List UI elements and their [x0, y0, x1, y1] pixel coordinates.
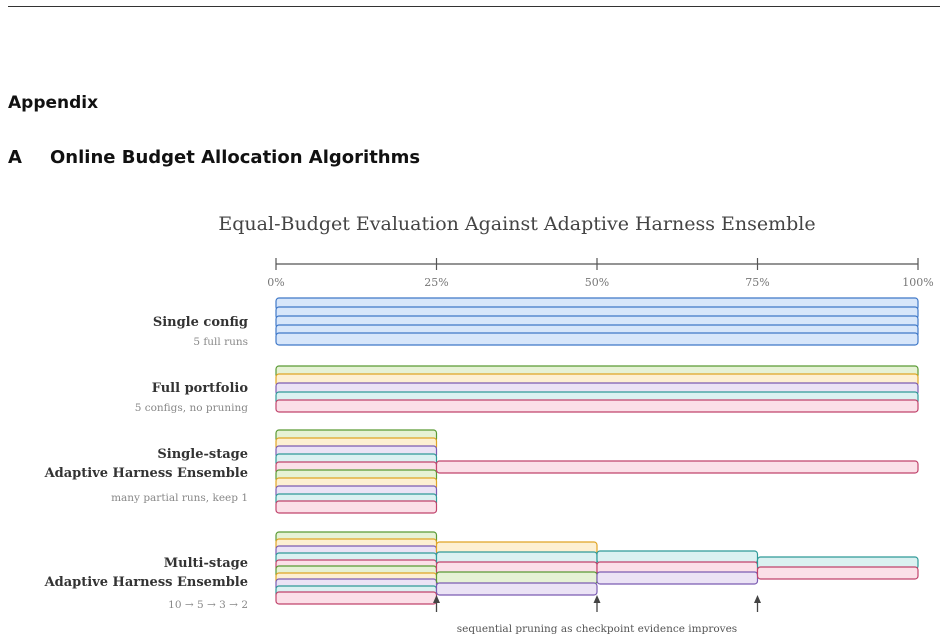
row-label: Adaptive Harness Ensemble	[44, 575, 248, 590]
stage3-bar	[596, 571, 759, 585]
row-label: Multi-stage	[164, 556, 248, 571]
appendix-heading: Appendix	[8, 93, 99, 113]
stage3-bar	[596, 550, 759, 564]
bars	[275, 297, 919, 605]
row-label: Full portfolio	[152, 381, 249, 396]
row-label: Single config	[153, 315, 248, 330]
arrow-head	[754, 595, 761, 603]
axis-tick-label: 100%	[902, 276, 933, 289]
row-label: Adaptive Harness Ensemble	[44, 466, 248, 481]
arrow-head	[593, 595, 601, 603]
partial-run-bar	[275, 500, 438, 514]
row-sublabel: 5 full runs	[193, 336, 248, 348]
stage4-bar	[756, 566, 919, 580]
top-rule	[8, 6, 940, 7]
row-labels: Single config 5 full runs Full portfolio 5 …	[44, 315, 249, 611]
stage2-bar	[435, 582, 598, 596]
axis-tick-label: 0%	[267, 276, 284, 289]
section-title: Online Budget Allocation Algorithms	[50, 147, 421, 168]
arrow-head	[433, 595, 440, 603]
axis-tick-label: 50%	[585, 276, 609, 289]
row-sublabel: 10 → 5 → 3 → 2	[168, 599, 248, 611]
pruning-annotation: sequential pruning as checkpoint evidenc…	[457, 623, 737, 635]
budget-axis: 0% 25% 50% 75% 100%	[267, 258, 934, 289]
axis-tick-label: 25%	[424, 276, 448, 289]
config-bar	[275, 399, 919, 413]
row-sublabel: 5 configs, no pruning	[135, 402, 249, 414]
row-sublabel: many partial runs, keep 1	[111, 492, 248, 504]
axis-tick-label: 75%	[745, 276, 769, 289]
section-number: A	[8, 147, 22, 168]
row-label: Single-stage	[157, 447, 248, 462]
stage2-bar	[435, 571, 598, 585]
pruning-arrows	[433, 595, 761, 612]
kept-run-bar	[435, 460, 919, 474]
run-bar	[275, 332, 919, 346]
stage1-bar	[275, 591, 438, 605]
figure-title: Equal-Budget Evaluation Against Adaptive…	[218, 213, 815, 235]
section-heading: A Online Budget Allocation Algorithms	[8, 147, 420, 168]
